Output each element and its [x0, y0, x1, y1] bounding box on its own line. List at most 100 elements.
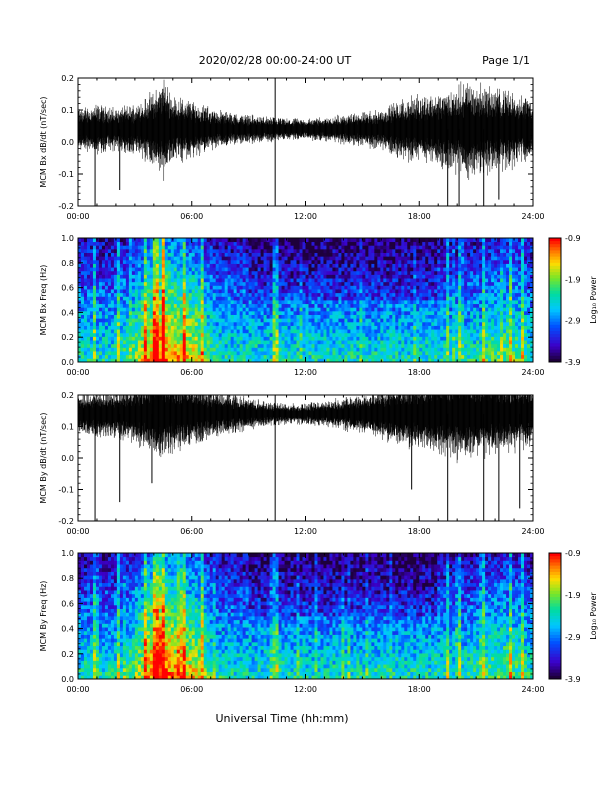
- spectrogram-cell: [194, 354, 199, 359]
- spectrogram-cell: [179, 329, 184, 334]
- spectrogram-cell: [158, 347, 163, 352]
- spectrogram-cell: [317, 307, 321, 312]
- spectrogram-cell: [407, 289, 411, 294]
- spectrogram-cell: [419, 274, 423, 279]
- spectrogram-cell: [122, 307, 127, 312]
- spectrogram-cell: [272, 292, 276, 297]
- spectrogram-cell: [167, 314, 172, 319]
- spectrogram-cell: [398, 354, 402, 359]
- spectrogram-cell: [227, 307, 232, 312]
- spectrogram-cell: [263, 296, 267, 301]
- spectrogram-cell: [449, 354, 453, 359]
- spectrogram-cell: [173, 245, 178, 250]
- spectrogram-cell: [362, 248, 366, 253]
- spectrogram-cell: [488, 314, 492, 319]
- spectrogram-cell: [293, 245, 297, 250]
- spectrogram-cell: [452, 256, 456, 261]
- spectrogram-cell: [161, 241, 166, 246]
- spectrogram-cell: [332, 278, 336, 283]
- spectrogram-cell: [218, 296, 223, 301]
- spectrogram-cell: [434, 336, 438, 341]
- spectrogram-cell: [398, 263, 402, 268]
- spectrogram-cell: [311, 325, 315, 330]
- spectrogram-cell: [419, 241, 423, 246]
- spectrogram-cell: [404, 296, 408, 301]
- spectrogram-cell: [500, 274, 504, 279]
- spectrogram-cell: [275, 289, 279, 294]
- spectrogram-cell: [344, 248, 348, 253]
- spectrogram-cell: [431, 256, 435, 261]
- spectrogram-cell: [152, 296, 157, 301]
- spectrogram-cell: [431, 314, 435, 319]
- spectrogram-cell: [104, 358, 109, 363]
- spectrogram-cell: [386, 256, 390, 261]
- spectrogram-cell: [293, 267, 297, 272]
- spectrogram-cell: [290, 310, 294, 315]
- spectrogram-cell: [344, 300, 348, 305]
- spectrogram-cell: [182, 354, 187, 359]
- spectrogram-cell: [233, 321, 238, 326]
- spectrogram-cell: [95, 292, 100, 297]
- spectrogram-cell: [308, 267, 312, 272]
- spectrogram-cell: [170, 343, 175, 348]
- spectrogram-cell: [470, 285, 474, 290]
- spectrogram-cell: [503, 307, 507, 312]
- spectrogram-cell: [287, 329, 291, 334]
- spectrogram-cell: [194, 267, 199, 272]
- spectrogram-cell: [326, 321, 330, 326]
- spectrogram-cell: [215, 263, 220, 268]
- spectrogram-cell: [83, 310, 88, 315]
- spectrogram-cell: [167, 270, 172, 275]
- spectrogram-cell: [380, 325, 384, 330]
- spectrogram-cell: [194, 263, 199, 268]
- spectrogram-cell: [287, 274, 291, 279]
- spectrogram-cell: [425, 300, 429, 305]
- spectrogram-cell: [392, 354, 396, 359]
- spectrogram-cell: [158, 267, 163, 272]
- spectrogram-cell: [359, 267, 363, 272]
- spectrogram-cell: [254, 292, 258, 297]
- spectrogram-cell: [200, 267, 205, 272]
- spectrogram-cell: [212, 281, 217, 286]
- spectrogram-cell: [131, 245, 136, 250]
- spectrogram-cell: [503, 274, 507, 279]
- spectrogram-cell: [95, 336, 100, 341]
- spectrogram-cell: [380, 354, 384, 359]
- spectrogram-cell: [239, 289, 244, 294]
- spectrogram-cell: [482, 358, 486, 363]
- spectrogram-cell: [107, 238, 112, 243]
- spectrogram-cell: [251, 347, 256, 352]
- spectrogram-cell: [179, 267, 184, 272]
- spectrogram-cell: [221, 281, 226, 286]
- spectrogram-cell: [296, 332, 300, 337]
- spectrogram-cell: [290, 241, 294, 246]
- spectrogram-cell: [365, 241, 369, 246]
- spectrogram-cell: [452, 321, 456, 326]
- spectrogram-cell: [473, 300, 477, 305]
- spectrogram-cell: [215, 321, 220, 326]
- spectrogram-cell: [452, 281, 456, 286]
- spectrogram-cell: [254, 263, 258, 268]
- spectrogram-cell: [419, 300, 423, 305]
- spectrogram-cell: [485, 270, 489, 275]
- spectrogram-cell: [392, 259, 396, 264]
- spectrogram-cell: [377, 358, 381, 363]
- spectrogram-cell: [242, 336, 247, 341]
- spectrogram-cell: [359, 318, 363, 323]
- spectrogram-cell: [407, 238, 411, 243]
- spectrogram-cell: [164, 241, 169, 246]
- spectrogram-cell: [419, 325, 423, 330]
- spectrogram-cell: [317, 270, 321, 275]
- spectrogram-cell: [431, 259, 435, 264]
- spectrogram-cell: [146, 314, 151, 319]
- spectrogram-cell: [503, 336, 507, 341]
- spectrogram-cell: [332, 238, 336, 243]
- spectrogram-cell: [248, 329, 253, 334]
- spectrogram-cell: [212, 358, 217, 363]
- spectrogram-cell: [212, 343, 217, 348]
- spectrogram-cell: [143, 336, 148, 341]
- spectrogram-cell: [161, 318, 166, 323]
- spectrogram-cell: [449, 281, 453, 286]
- spectrogram-cell: [245, 340, 250, 345]
- spectrogram-cell: [191, 314, 196, 319]
